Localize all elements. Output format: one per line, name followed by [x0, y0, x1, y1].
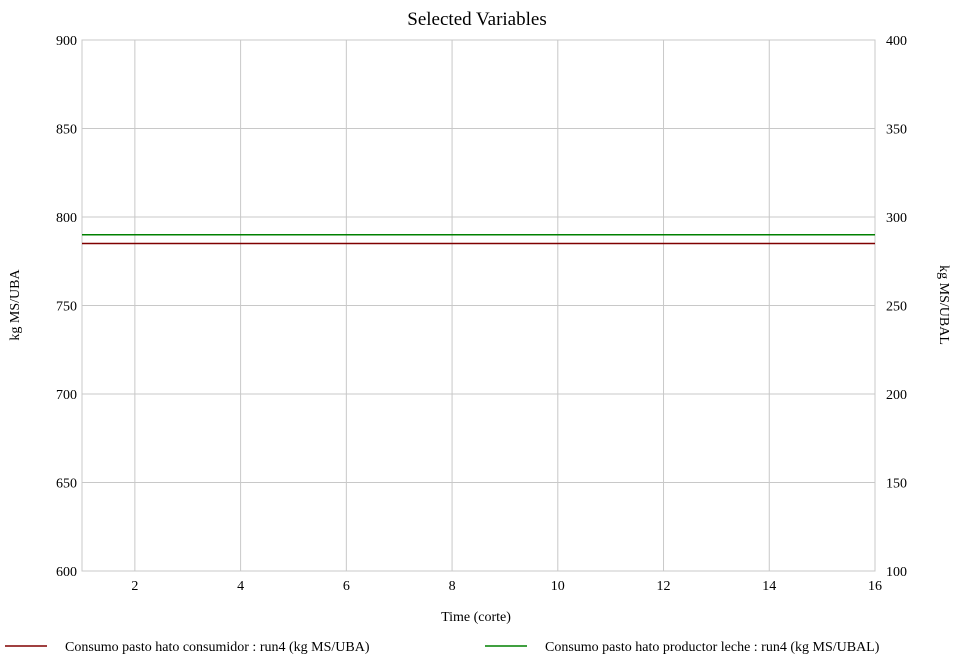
x-tick-label: 6: [343, 579, 350, 594]
y-tick-label-left: 750: [56, 300, 77, 315]
y-tick-label-left: 850: [56, 123, 77, 138]
x-tick-label: 4: [237, 579, 244, 594]
y-tick-label-right: 250: [886, 300, 907, 315]
x-tick-label: 16: [868, 579, 882, 594]
y-tick-label-right: 200: [886, 388, 907, 403]
x-tick-label: 14: [762, 579, 776, 594]
y-tick-label-right: 350: [886, 123, 907, 138]
plot-frame: [81, 39, 876, 572]
y-tick-label-left: 650: [56, 477, 77, 492]
y-tick-label-right: 400: [886, 34, 907, 49]
y-tick-label-left: 800: [56, 211, 77, 226]
x-tick-label: 2: [131, 579, 138, 594]
legend-label-productor: Consumo pasto hato productor leche : run…: [545, 640, 880, 655]
axis-ticks: 2 4 6 8 10 12 14 16 600 650 700 750 800 850 900 100 150 2…: [56, 34, 907, 594]
y-tick-label-left: 700: [56, 388, 77, 403]
y-axis-label-left: kg MS/UBA: [8, 269, 23, 341]
series-lines: [82, 233, 875, 245]
x-axis-label: Time (corte): [441, 610, 511, 625]
y-axis-label-right: kg MS/UBAL: [936, 265, 951, 345]
legend-label-consumidor: Consumo pasto hato consumidor : run4 (kg…: [65, 640, 370, 655]
y-tick-label-left: 900: [56, 34, 77, 49]
x-tick-label: 10: [551, 579, 565, 594]
x-tick-label: 12: [657, 579, 671, 594]
y-tick-label-right: 100: [886, 565, 907, 580]
grid: [82, 40, 876, 571]
y-tick-label-right: 300: [886, 211, 907, 226]
y-tick-label-right: 150: [886, 477, 907, 492]
chart-title: Selected Variables: [407, 9, 546, 30]
x-tick-label: 8: [449, 579, 456, 594]
y-tick-label-left: 600: [56, 565, 77, 580]
legend: Consumo pasto hato consumidor : run4 (kg…: [5, 640, 880, 655]
